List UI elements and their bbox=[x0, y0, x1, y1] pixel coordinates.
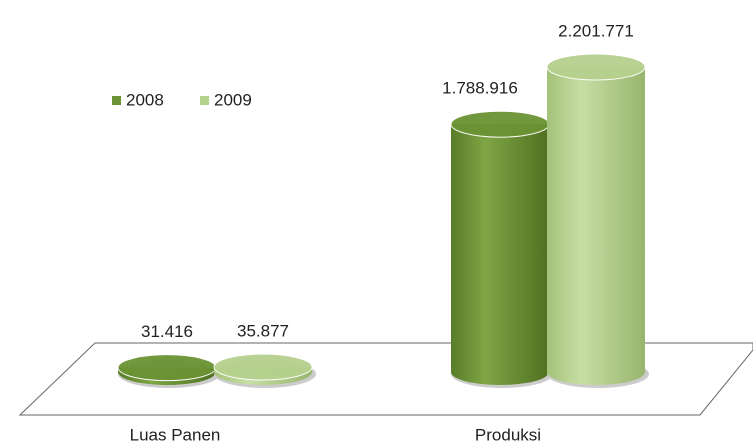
value-label: 35.877 bbox=[237, 322, 289, 341]
cylinder bbox=[547, 67, 645, 385]
legend-label: 2008 bbox=[126, 90, 164, 109]
x-tick-label: Luas Panen bbox=[130, 425, 221, 444]
cylinder-top bbox=[213, 353, 313, 381]
cylinder-top bbox=[117, 354, 217, 382]
cylinder-top bbox=[546, 53, 646, 81]
x-tick-label: Produksi bbox=[475, 425, 541, 444]
value-label: 2.201.771 bbox=[558, 21, 634, 40]
legend-label: 2009 bbox=[214, 90, 252, 109]
value-label: 31.416 bbox=[141, 322, 193, 341]
cylinder-top bbox=[450, 110, 550, 138]
value-label: 1.788.916 bbox=[442, 79, 518, 98]
legend-swatch bbox=[200, 96, 209, 105]
cylinder bbox=[451, 124, 549, 385]
legend-swatch bbox=[112, 96, 121, 105]
